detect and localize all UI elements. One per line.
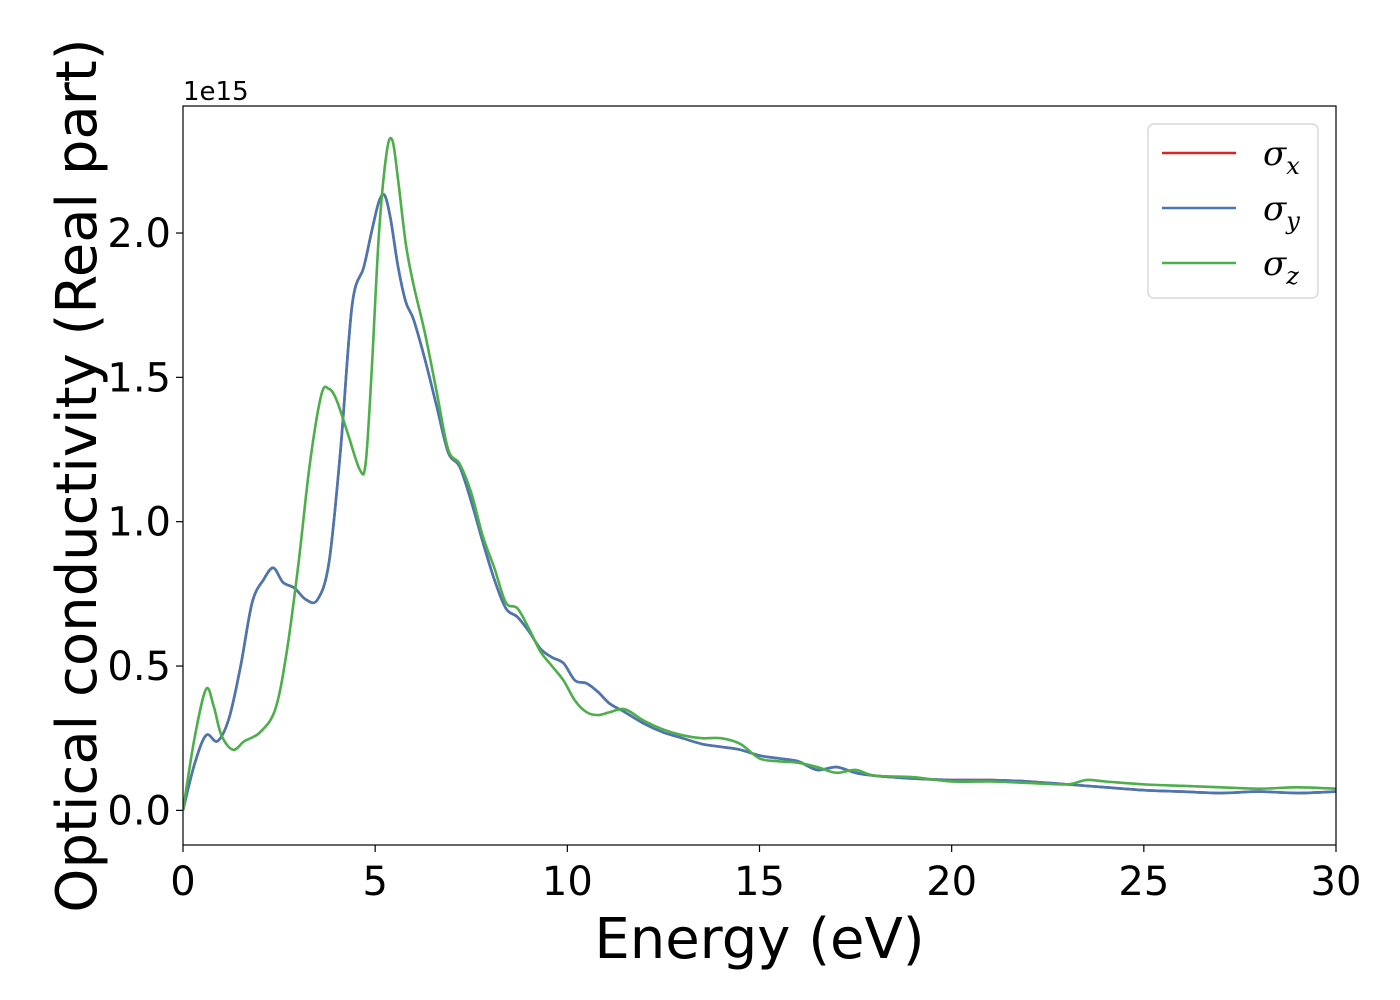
y-tick-label: 0.5	[107, 644, 171, 690]
legend-label-subscript: z	[1285, 262, 1299, 290]
y-tick-label: 0.0	[107, 788, 171, 834]
legend-box	[1147, 123, 1319, 299]
x-tick-label: 30	[1311, 859, 1362, 905]
y-tick-label: 2.0	[107, 211, 171, 257]
legend-label-symbol: σ	[1263, 244, 1287, 284]
y-tick-label: 1.5	[107, 355, 171, 401]
x-axis-title: Energy (eV)	[594, 907, 924, 972]
x-axis: 0 5 10 15 20 25 30	[170, 845, 1361, 905]
legend-label-symbol: σ	[1263, 134, 1287, 174]
y-axis: 0.0 0.5 1.0 1.5 2.0	[107, 211, 183, 834]
x-tick-label: 15	[734, 859, 785, 905]
series-line-sigma-y	[183, 193, 1336, 811]
x-tick-label: 5	[362, 859, 387, 905]
series-layer	[183, 136, 1336, 811]
legend-label-sigma-y: σy	[1263, 189, 1300, 235]
legend-label-sigma-z: σz	[1263, 244, 1299, 290]
y-axis-title: Optical conductivity (Real part)	[45, 38, 110, 912]
x-tick-label: 25	[1118, 859, 1169, 905]
series-line-sigma-z	[183, 136, 1336, 811]
y-offset-label: 1e15	[183, 77, 249, 107]
legend-label-subscript: y	[1285, 207, 1300, 235]
legend-label-symbol: σ	[1263, 189, 1287, 229]
legend-label-sigma-x: σx	[1263, 134, 1300, 180]
x-tick-label: 0	[170, 859, 195, 905]
x-tick-label: 20	[926, 859, 977, 905]
y-tick-label: 1.0	[107, 500, 171, 546]
x-tick-label: 10	[542, 859, 593, 905]
legend-label-subscript: x	[1286, 152, 1300, 180]
